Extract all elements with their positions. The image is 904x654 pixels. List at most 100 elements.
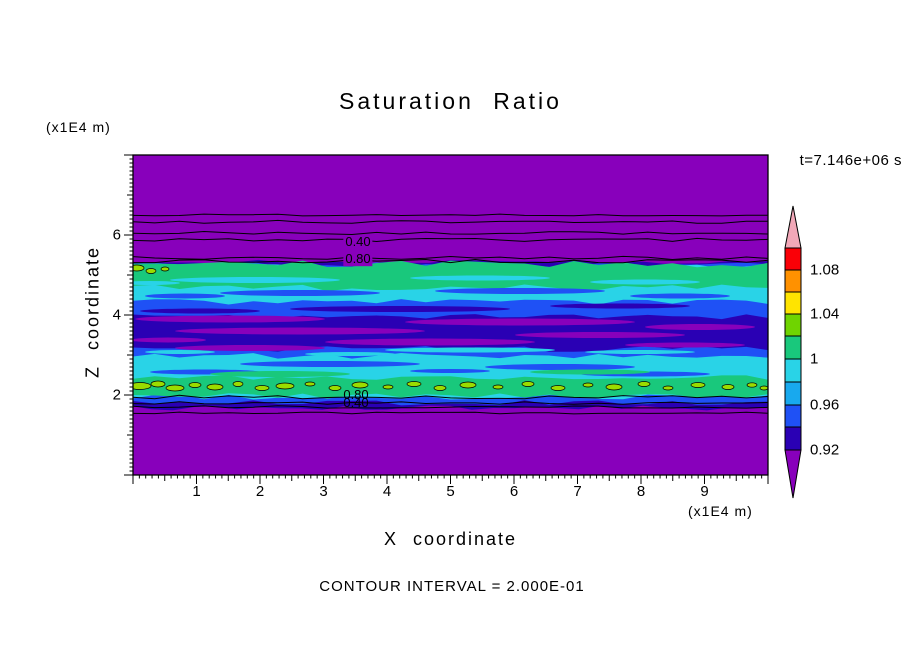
contour-streak xyxy=(145,350,215,354)
colorbar xyxy=(784,205,802,499)
contour-speckle xyxy=(304,381,316,387)
colorbar-tick-label: 1.08 xyxy=(810,261,840,279)
x-tick-label: 8 xyxy=(636,483,646,500)
colorbar-tick-label: 1 xyxy=(810,350,819,368)
contour-speckle xyxy=(521,381,535,387)
contour-value-label: 0.40 xyxy=(343,234,373,250)
contour-field xyxy=(133,213,768,415)
x-tick-label: 1 xyxy=(192,483,201,500)
contour-speckle xyxy=(188,382,202,388)
contour-speckle xyxy=(759,385,768,391)
contour-streak xyxy=(290,306,510,312)
contour-line xyxy=(133,213,768,217)
contour-speckle xyxy=(165,384,185,392)
contour-streak xyxy=(220,290,380,296)
contour-speckle xyxy=(582,382,594,388)
colorbar-segment xyxy=(784,335,802,360)
colorbar-segment xyxy=(784,313,802,337)
contour-streak xyxy=(530,369,650,375)
contour-speckle xyxy=(406,381,422,387)
contour-streak xyxy=(405,318,635,326)
contour-streak xyxy=(175,345,325,351)
colorbar-arrow-bottom xyxy=(784,449,802,499)
contour-speckle xyxy=(275,382,295,390)
contour-streak xyxy=(170,277,340,283)
x-axis-unit-label: (x1E4 m) xyxy=(688,503,753,519)
contour-streak xyxy=(133,337,206,343)
contour-line xyxy=(133,230,768,236)
contour-streak xyxy=(305,352,395,356)
colorbar-tick-label: 0.92 xyxy=(810,441,840,459)
contour-streak xyxy=(585,350,695,354)
contour-streak xyxy=(410,275,550,281)
colorbar-tick-label: 1.04 xyxy=(810,305,840,323)
colorbar-segment xyxy=(784,291,802,315)
contour-speckle xyxy=(133,382,152,390)
contour-speckle xyxy=(232,381,244,387)
x-tick-label: 5 xyxy=(446,483,455,500)
y-axis-title: Z coordinate xyxy=(82,245,103,379)
contour-speckle xyxy=(550,385,566,391)
contour-speckle xyxy=(605,383,623,391)
contour-speckle xyxy=(133,264,145,272)
contour-speckle xyxy=(433,385,447,391)
contour-line xyxy=(133,219,768,224)
contour-streak xyxy=(435,288,605,294)
contour-line xyxy=(133,411,768,415)
contour-speckle xyxy=(254,385,270,391)
contour-speckle xyxy=(145,268,157,274)
contour-line xyxy=(133,401,768,405)
colorbar-segment xyxy=(784,247,802,271)
axis-ticks xyxy=(124,154,769,484)
contour-speckle xyxy=(328,385,342,391)
y-axis-unit-label: (x1E4 m) xyxy=(46,119,111,135)
contour-interval-label: CONTOUR INTERVAL = 2.000E-01 xyxy=(319,578,585,595)
colorbar-segment xyxy=(784,404,802,428)
contour-line xyxy=(133,394,768,400)
contour-streak xyxy=(325,338,535,346)
contour-streak xyxy=(135,315,325,323)
x-tick-label: 2 xyxy=(255,483,265,500)
colorbar-segment xyxy=(784,381,802,406)
contour-line xyxy=(133,237,768,243)
contour-speckle xyxy=(746,382,758,388)
contour-speckle xyxy=(160,266,170,272)
contour-streak xyxy=(550,303,690,309)
x-axis-title: X coordinate xyxy=(383,529,518,549)
contour-speckle xyxy=(662,385,674,391)
contour-streak xyxy=(133,281,180,285)
x-tick-label: 3 xyxy=(319,483,328,500)
colorbar-tick-label: 0.96 xyxy=(810,396,840,414)
x-tick-label: 9 xyxy=(700,483,709,500)
contour-band xyxy=(133,375,768,399)
contour-speckle xyxy=(150,380,166,388)
contour-speckle xyxy=(721,384,735,390)
y-tick-label: 6 xyxy=(112,226,121,244)
contour-speckle xyxy=(351,381,369,389)
contour-line xyxy=(133,255,768,261)
contour-speckle xyxy=(459,381,477,389)
contour-speckle xyxy=(206,383,224,391)
contour-streak xyxy=(385,347,555,353)
contour-speckle xyxy=(492,384,504,390)
contour-streak xyxy=(645,324,755,330)
x-tick-label: 6 xyxy=(509,483,519,500)
contour-streak xyxy=(485,364,635,370)
colorbar-arrow-top xyxy=(784,205,802,249)
contour-value-label: 0.80 xyxy=(343,251,373,267)
contour-line xyxy=(133,405,768,409)
contour-speckle xyxy=(690,382,706,388)
contour-speckle xyxy=(637,381,651,387)
contour-streak xyxy=(210,371,350,377)
contour-streak xyxy=(590,279,700,285)
contour-streak xyxy=(175,327,425,335)
x-tick-label: 4 xyxy=(382,483,392,500)
contour-streak xyxy=(625,342,745,348)
time-stamp-label: t=7.146e+06 s xyxy=(799,152,902,169)
contour-streak xyxy=(145,293,225,299)
contour-streak xyxy=(410,369,490,373)
contour-value-label: 0.80 xyxy=(343,387,369,403)
page-title: Saturation Ratio xyxy=(339,88,562,114)
contour-value-label: 0.40 xyxy=(343,395,369,411)
